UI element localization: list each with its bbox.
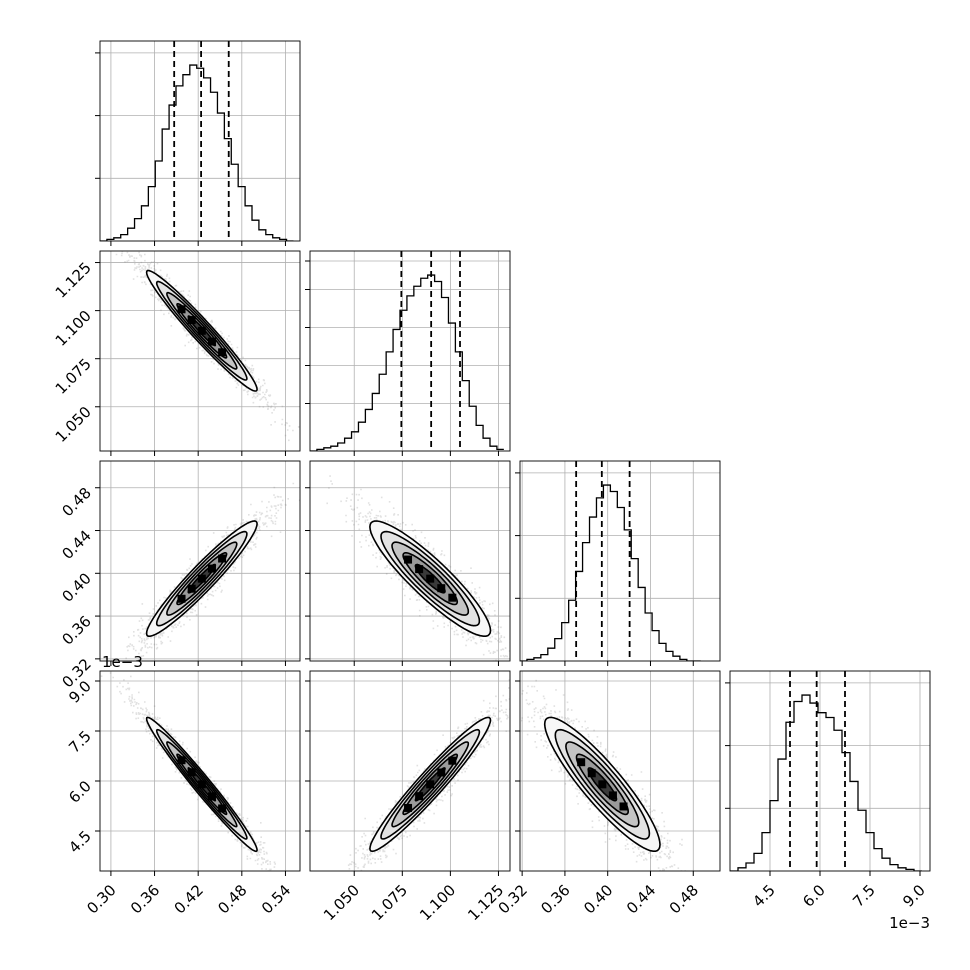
x-tick-label: 1.050 — [320, 881, 363, 924]
density-core-block — [207, 792, 216, 801]
pair-axes-3-2 — [515, 670, 721, 876]
density-core-block — [608, 791, 617, 800]
density-core-block — [177, 756, 186, 765]
density-core-block — [437, 584, 446, 593]
density-core-block — [197, 574, 206, 583]
density-core-block — [426, 574, 435, 583]
pair-axes-2-0 — [95, 460, 301, 666]
density-core-block — [404, 803, 413, 812]
pair-axes-3-0 — [95, 670, 301, 876]
density-core-block — [187, 316, 196, 325]
density-core-block — [187, 584, 196, 593]
density-core-block — [437, 768, 446, 777]
x-tick-label: 0.40 — [580, 881, 616, 917]
panel-frame — [99, 460, 301, 662]
y-tick-label: 1.125 — [52, 259, 95, 302]
histogram-steps-param-1 — [310, 274, 504, 451]
x-tick-label: 0.32 — [495, 881, 531, 917]
pair-panel-1-0 — [100, 251, 300, 451]
density-core-block — [415, 565, 424, 574]
pair-panel-2-1 — [310, 461, 510, 661]
density-core-block — [218, 554, 227, 563]
y-tick-label: 0.36 — [58, 612, 94, 648]
x-offset-label: 1e−3 — [889, 914, 930, 932]
x-tick-label: 1.075 — [368, 881, 411, 924]
density-core-block — [207, 564, 216, 573]
hist-panel-1 — [305, 250, 511, 456]
density-core-block — [587, 769, 596, 778]
density-core-block — [218, 348, 227, 357]
density-core-block — [619, 802, 628, 811]
hist-panel-0 — [95, 40, 301, 246]
density-core-block — [448, 593, 457, 602]
y-tick-label: 1.050 — [52, 403, 95, 446]
density-core-block — [415, 792, 424, 801]
x-tick-label: 0.48 — [214, 881, 250, 917]
panel-frame — [99, 250, 301, 452]
pair-panel-3-2 — [520, 671, 720, 871]
x-tick-label: 1.100 — [416, 881, 459, 924]
histogram-steps-param-3 — [730, 694, 922, 871]
density-core-block — [187, 768, 196, 777]
x-tick-label: 0.48 — [666, 881, 702, 917]
y-tick-label: 0.44 — [58, 527, 94, 563]
panel-frame — [729, 670, 931, 872]
x-tick-label: 0.30 — [83, 881, 119, 917]
density-core-block — [598, 780, 607, 789]
panel-frame — [309, 460, 511, 662]
y-tick-label: 0.40 — [58, 569, 94, 605]
x-tick-label: 0.44 — [623, 881, 659, 917]
panel-frame — [309, 670, 511, 872]
density-core-block — [207, 337, 216, 346]
x-tick-label: 9.0 — [899, 881, 929, 911]
y-offset-label: 1e−3 — [102, 653, 143, 671]
density-core-block — [448, 756, 457, 765]
panel-frame — [99, 40, 301, 242]
panel-frame — [519, 460, 721, 662]
x-tick-label: 6.0 — [799, 881, 829, 911]
panel-frame — [309, 250, 511, 452]
density-core-block — [177, 305, 186, 314]
x-tick-label: 4.5 — [749, 881, 779, 911]
pair-panel-3-0 — [100, 671, 300, 871]
histogram-steps-param-2 — [520, 484, 701, 661]
y-tick-label: 1.100 — [52, 307, 95, 350]
x-tick-label: 0.42 — [171, 881, 207, 917]
x-tick-label: 0.36 — [127, 881, 163, 917]
density-core-block — [218, 804, 227, 813]
pair-axes-2-1 — [305, 460, 511, 666]
density-core-block — [404, 555, 413, 564]
density-core-block — [197, 780, 206, 789]
hist-panel-2 — [515, 460, 721, 666]
density-core-block — [177, 594, 186, 603]
pair-axes-3-1 — [305, 670, 511, 876]
density-core-block — [426, 780, 435, 789]
pair-axes-1-0 — [95, 250, 301, 456]
histogram-steps-param-0 — [100, 64, 294, 241]
density-core-block — [197, 326, 206, 335]
panel-frame — [519, 670, 721, 872]
y-tick-label: 7.5 — [65, 727, 95, 757]
hist-panel-3 — [725, 670, 931, 876]
pair-panel-3-1 — [310, 671, 510, 871]
y-tick-label: 4.5 — [65, 827, 95, 857]
density-core-block — [577, 758, 586, 767]
x-tick-label: 7.5 — [849, 881, 879, 911]
panel-frame — [99, 670, 301, 872]
pair-panel-2-0 — [100, 461, 300, 661]
y-tick-label: 0.48 — [58, 484, 94, 520]
y-tick-label: 6.0 — [65, 777, 95, 807]
x-tick-label: 0.36 — [537, 881, 573, 917]
y-tick-label: 1.075 — [52, 355, 95, 398]
x-tick-label: 0.54 — [258, 881, 294, 917]
scatter-points — [115, 251, 300, 442]
